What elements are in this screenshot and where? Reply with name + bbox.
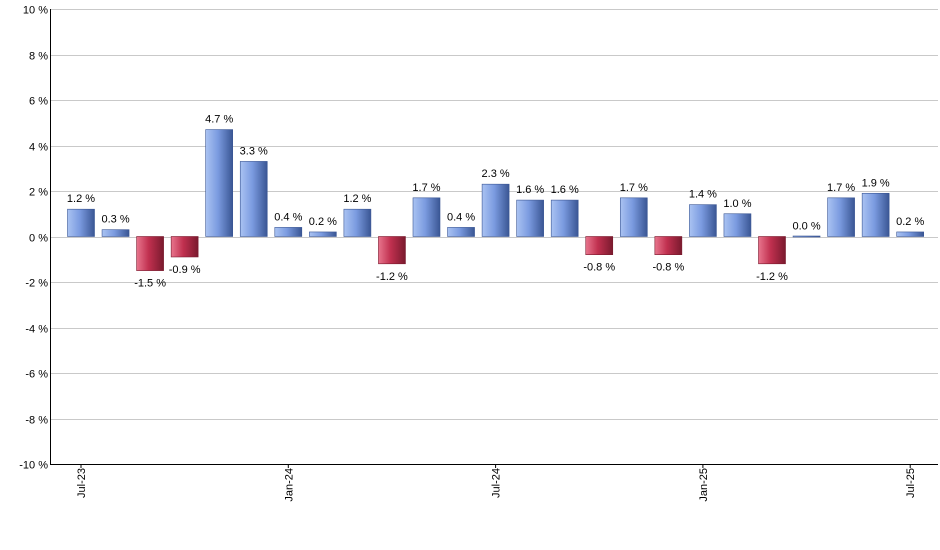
bar — [861, 192, 890, 237]
bar — [274, 227, 303, 237]
bar — [309, 231, 337, 237]
bar — [170, 236, 199, 258]
axes — [50, 9, 938, 465]
y-tick-label: 0 % — [29, 233, 48, 245]
bar — [239, 161, 268, 237]
y-tick-label: 4 % — [29, 142, 48, 154]
bar-value-label: -1.2 % — [376, 271, 408, 283]
y-tick-label: -10 % — [19, 460, 48, 472]
bar-value-label: 0.4 % — [274, 211, 302, 223]
bar — [205, 129, 233, 237]
bar-value-label: 1.6 % — [516, 184, 544, 196]
bar-value-label: 0.3 % — [101, 214, 129, 226]
bars — [67, 129, 925, 271]
bar — [481, 183, 510, 237]
y-axis-tick-labels: 10 % 8 % 6 % 4 % 2 % 0 % -2 % -4 % -6 % -8 % -10 % — [19, 5, 48, 472]
x-tick-label: Jul-25 — [905, 468, 917, 498]
y-tick-label: -2 % — [25, 278, 48, 290]
x-tick-label: Jan-25 — [698, 468, 710, 502]
bar — [516, 199, 544, 237]
bar — [378, 236, 406, 265]
bar-value-label: 1.2 % — [343, 193, 371, 205]
bar-value-label: 3.3 % — [240, 145, 268, 157]
bar-value-label: 0.2 % — [309, 216, 337, 228]
bar-value-label: 2.3 % — [482, 168, 510, 180]
y-tick-label: 8 % — [29, 51, 48, 63]
bar — [896, 231, 925, 237]
bar-value-label: 1.2 % — [67, 193, 95, 205]
bar — [723, 213, 752, 237]
bar — [412, 197, 441, 237]
bar-value-label: 1.6 % — [551, 184, 579, 196]
bar — [654, 236, 683, 256]
x-tick-label: Jul-23 — [76, 468, 88, 498]
bar-value-label: 0.4 % — [447, 211, 475, 223]
x-tick-label: Jan-24 — [283, 468, 295, 502]
bar-value-label: -0.9 % — [169, 264, 201, 276]
bar — [550, 199, 579, 237]
bar-value-label: -1.2 % — [756, 271, 788, 283]
y-tick-label: -8 % — [25, 415, 48, 427]
bar-value-label: 0.0 % — [792, 221, 820, 233]
bar-value-label: 1.7 % — [620, 182, 648, 194]
x-tick-label: Jul-24 — [491, 468, 503, 498]
y-tick-label: 10 % — [23, 5, 48, 17]
bar — [827, 197, 855, 237]
bar — [447, 227, 475, 237]
x-axis-tick-labels: Jul-23 Jan-24 Jul-24 Jan-25 Jul-25 — [76, 464, 917, 502]
bar-value-label: 1.7 % — [827, 182, 855, 194]
bar-value-label: 1.0 % — [723, 198, 751, 210]
y-tick-label: -4 % — [25, 324, 48, 336]
bar-value-label: 1.9 % — [862, 177, 890, 189]
bar-value-label: -1.5 % — [134, 278, 166, 290]
bar — [619, 197, 648, 237]
bar-value-label: 1.4 % — [689, 189, 717, 201]
bar — [758, 236, 786, 265]
bar-value-label: -0.8 % — [583, 262, 615, 274]
y-tick-label: 6 % — [29, 96, 48, 108]
bar — [101, 229, 130, 237]
bar-value-label: 0.2 % — [896, 216, 924, 228]
bar-value-label: -0.8 % — [652, 262, 684, 274]
bar-value-labels: 1.2 % 0.3 % -1.5 %-0.9 % 4.7 % 3.3 % 0.4 % 0.2… — [67, 114, 925, 290]
bar — [136, 236, 164, 271]
y-tick-label: 2 % — [29, 187, 48, 199]
bar — [343, 208, 372, 237]
y-tick-label: -6 % — [25, 369, 48, 381]
bar-value-label: 4.7 % — [205, 114, 233, 126]
bar — [585, 236, 614, 256]
bar-value-label: 1.7 % — [412, 182, 440, 194]
bar — [689, 204, 717, 237]
bar — [792, 235, 821, 238]
bar — [67, 208, 95, 237]
